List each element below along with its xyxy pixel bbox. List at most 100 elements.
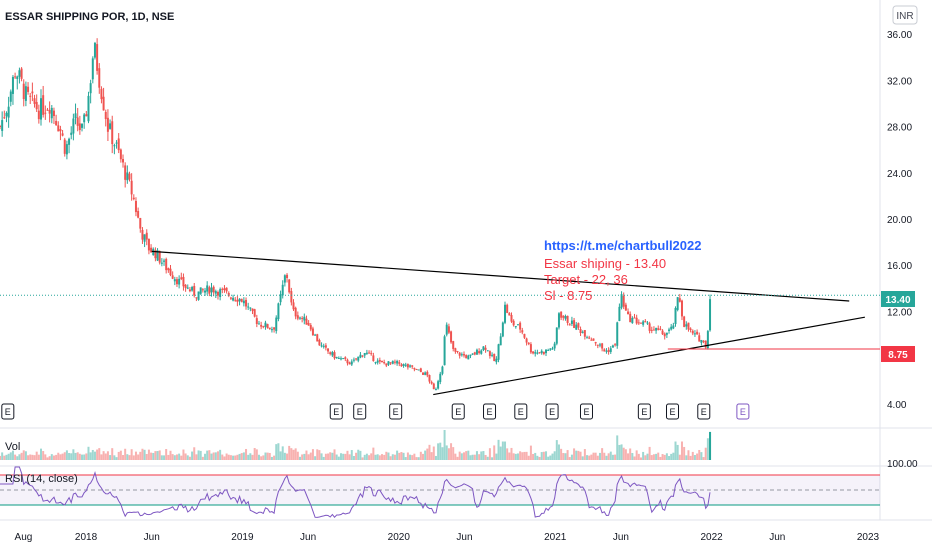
candle-body xyxy=(512,320,515,326)
candle-body xyxy=(115,142,118,144)
volume-bar xyxy=(422,453,425,460)
volume-bar xyxy=(150,452,153,460)
candle-body xyxy=(665,332,668,335)
rsi-line xyxy=(0,466,711,518)
candle-body xyxy=(424,372,427,375)
volume-bar xyxy=(279,451,282,460)
candle-body xyxy=(320,345,323,347)
volume-bar xyxy=(55,454,58,460)
candle-body xyxy=(655,327,658,331)
candle-body xyxy=(525,338,528,343)
volume-bar xyxy=(601,448,604,460)
volume-bar xyxy=(344,453,347,460)
candle-body xyxy=(20,68,23,79)
volume-bar xyxy=(534,452,537,460)
volume-bar xyxy=(180,455,183,460)
candle-body xyxy=(219,289,222,297)
candle-body xyxy=(685,324,688,327)
volume-bar xyxy=(27,455,30,460)
volume-bar xyxy=(478,454,481,460)
candle-body xyxy=(193,285,196,296)
candle-body xyxy=(74,113,77,119)
candle-body xyxy=(532,351,535,354)
candle-body xyxy=(709,299,712,331)
volume-bar xyxy=(620,444,623,460)
volume-bar xyxy=(132,455,135,460)
candle-body xyxy=(182,276,185,287)
earnings-marker-label: E xyxy=(669,407,675,417)
volume-bar xyxy=(29,454,32,460)
volume-bar xyxy=(618,444,621,460)
volume-bar xyxy=(460,453,463,460)
volume-bar xyxy=(98,448,101,460)
candle-body xyxy=(238,298,241,302)
volume-bar xyxy=(270,456,273,460)
volume-bar xyxy=(3,455,6,460)
volume-bar xyxy=(391,454,394,460)
volume-bar xyxy=(480,451,483,460)
volume-bar xyxy=(514,453,517,460)
candle-body xyxy=(579,329,582,333)
telegram-link[interactable]: https://t.me/chartbull2022 xyxy=(544,238,701,253)
candle-body xyxy=(683,316,686,327)
candle-body xyxy=(113,145,116,147)
candle-body xyxy=(419,368,422,373)
volume-bar xyxy=(454,453,457,460)
candle-body xyxy=(210,287,213,293)
candle-body xyxy=(404,364,407,366)
earnings-marker xyxy=(353,403,367,420)
volume-bar xyxy=(50,454,53,460)
currency-button[interactable] xyxy=(892,5,918,25)
candle-body xyxy=(242,300,245,304)
earnings-marker-label: E xyxy=(393,407,399,417)
candle-body xyxy=(596,344,599,346)
volume-bar xyxy=(335,454,338,460)
volume-bar xyxy=(117,451,120,460)
volume-bar xyxy=(314,456,317,460)
candle-body xyxy=(603,349,606,352)
candle-body xyxy=(616,322,619,346)
candle-body xyxy=(346,359,349,364)
volume-bar xyxy=(484,454,487,460)
candle-body xyxy=(652,329,655,331)
candle-body xyxy=(445,324,448,335)
volume-bar xyxy=(234,455,237,460)
candle-body xyxy=(592,338,595,341)
volume-bar xyxy=(439,442,442,460)
volume-bar xyxy=(115,457,118,460)
volume-bar xyxy=(702,457,705,460)
candle-body xyxy=(659,328,662,330)
volume-bar xyxy=(409,454,412,460)
annotation-stop-loss: Sl - 8.75 xyxy=(544,288,592,303)
volume-bar xyxy=(214,452,217,460)
volume-bar xyxy=(318,450,321,460)
volume-bar xyxy=(683,446,686,460)
candle-body xyxy=(355,358,358,360)
candle-body xyxy=(523,333,526,338)
candle-body xyxy=(141,229,144,240)
volume-bar xyxy=(430,452,433,460)
candle-body xyxy=(670,326,673,330)
candle-body xyxy=(14,76,17,78)
volume-bar xyxy=(629,448,632,460)
volume-bar xyxy=(350,450,353,460)
candle-body xyxy=(661,330,664,335)
candle-body xyxy=(165,259,168,271)
volume-bar xyxy=(126,454,129,460)
volume-bar xyxy=(540,452,543,460)
candle-body xyxy=(184,284,187,288)
volume-bar xyxy=(309,452,312,460)
candle-body xyxy=(335,356,338,358)
candle-body xyxy=(614,344,617,346)
candle-body xyxy=(40,98,43,120)
volume-bar xyxy=(134,451,137,460)
candle-body xyxy=(439,373,442,382)
volume-bar xyxy=(709,432,712,460)
earnings-marker xyxy=(637,403,651,420)
volume-bar xyxy=(76,452,79,460)
volume-bar xyxy=(547,456,550,460)
volume-bar xyxy=(586,455,589,460)
volume-bar xyxy=(72,449,75,460)
candle-body xyxy=(409,365,412,367)
